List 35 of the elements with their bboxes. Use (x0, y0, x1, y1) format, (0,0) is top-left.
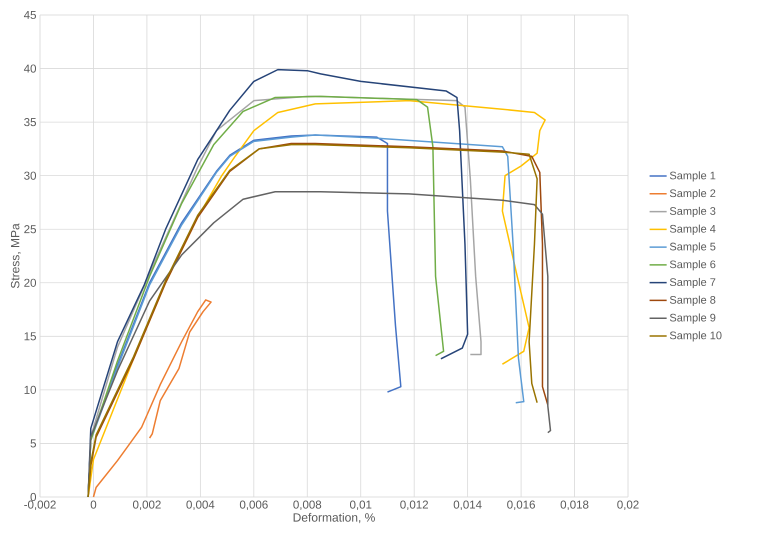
legend-label: Sample 5 (670, 242, 716, 253)
x-tick-label: 0,018 (560, 500, 588, 510)
x-tick-label: 0,02 (617, 500, 639, 510)
line-series (92, 299, 212, 498)
legend-label: Sample 8 (670, 296, 716, 306)
legend-label: Sample 2 (670, 189, 716, 200)
x-tick-label: 0,01 (350, 500, 372, 510)
x-tick-label: 0,006 (240, 500, 268, 510)
y-tick-label: 30 (24, 172, 36, 180)
x-tick-label: 0,004 (186, 500, 214, 510)
x-tick-label: 0,014 (454, 500, 482, 510)
y-tick-label: 45 (24, 10, 36, 20)
x-tick-label: 0,008 (293, 500, 322, 510)
legend-label: Sample 6 (670, 260, 716, 270)
y-axis-title: Stress, MPa (10, 223, 21, 288)
legend-label: Sample 3 (670, 206, 716, 218)
x-tick-label: 0,012 (400, 500, 428, 510)
legend-label: Sample 4 (670, 224, 716, 235)
y-tick-label: 0 (30, 492, 36, 502)
legend-label: Sample 10 (670, 331, 722, 342)
x-tick-label: 0 (90, 500, 96, 509)
x-tick-label: 0,016 (507, 500, 535, 510)
legend-label: Sample 1 (670, 171, 716, 182)
y-tick-label: 5 (30, 439, 36, 448)
y-tick-label: 10 (24, 386, 36, 394)
x-tick-label: 0,002 (132, 500, 161, 510)
y-tick-label: 40 (24, 64, 36, 73)
y-tick-label: 20 (24, 278, 36, 287)
x-axis-title: Deformation, % (294, 512, 375, 524)
y-tick-label: 35 (24, 118, 36, 126)
y-tick-label: 15 (24, 332, 36, 340)
legend-label: Sample 7 (670, 278, 716, 288)
legend-label: Sample 9 (670, 313, 716, 324)
x-tick-label: -0,002 (24, 500, 56, 510)
y-tick-label: 25 (24, 225, 36, 234)
